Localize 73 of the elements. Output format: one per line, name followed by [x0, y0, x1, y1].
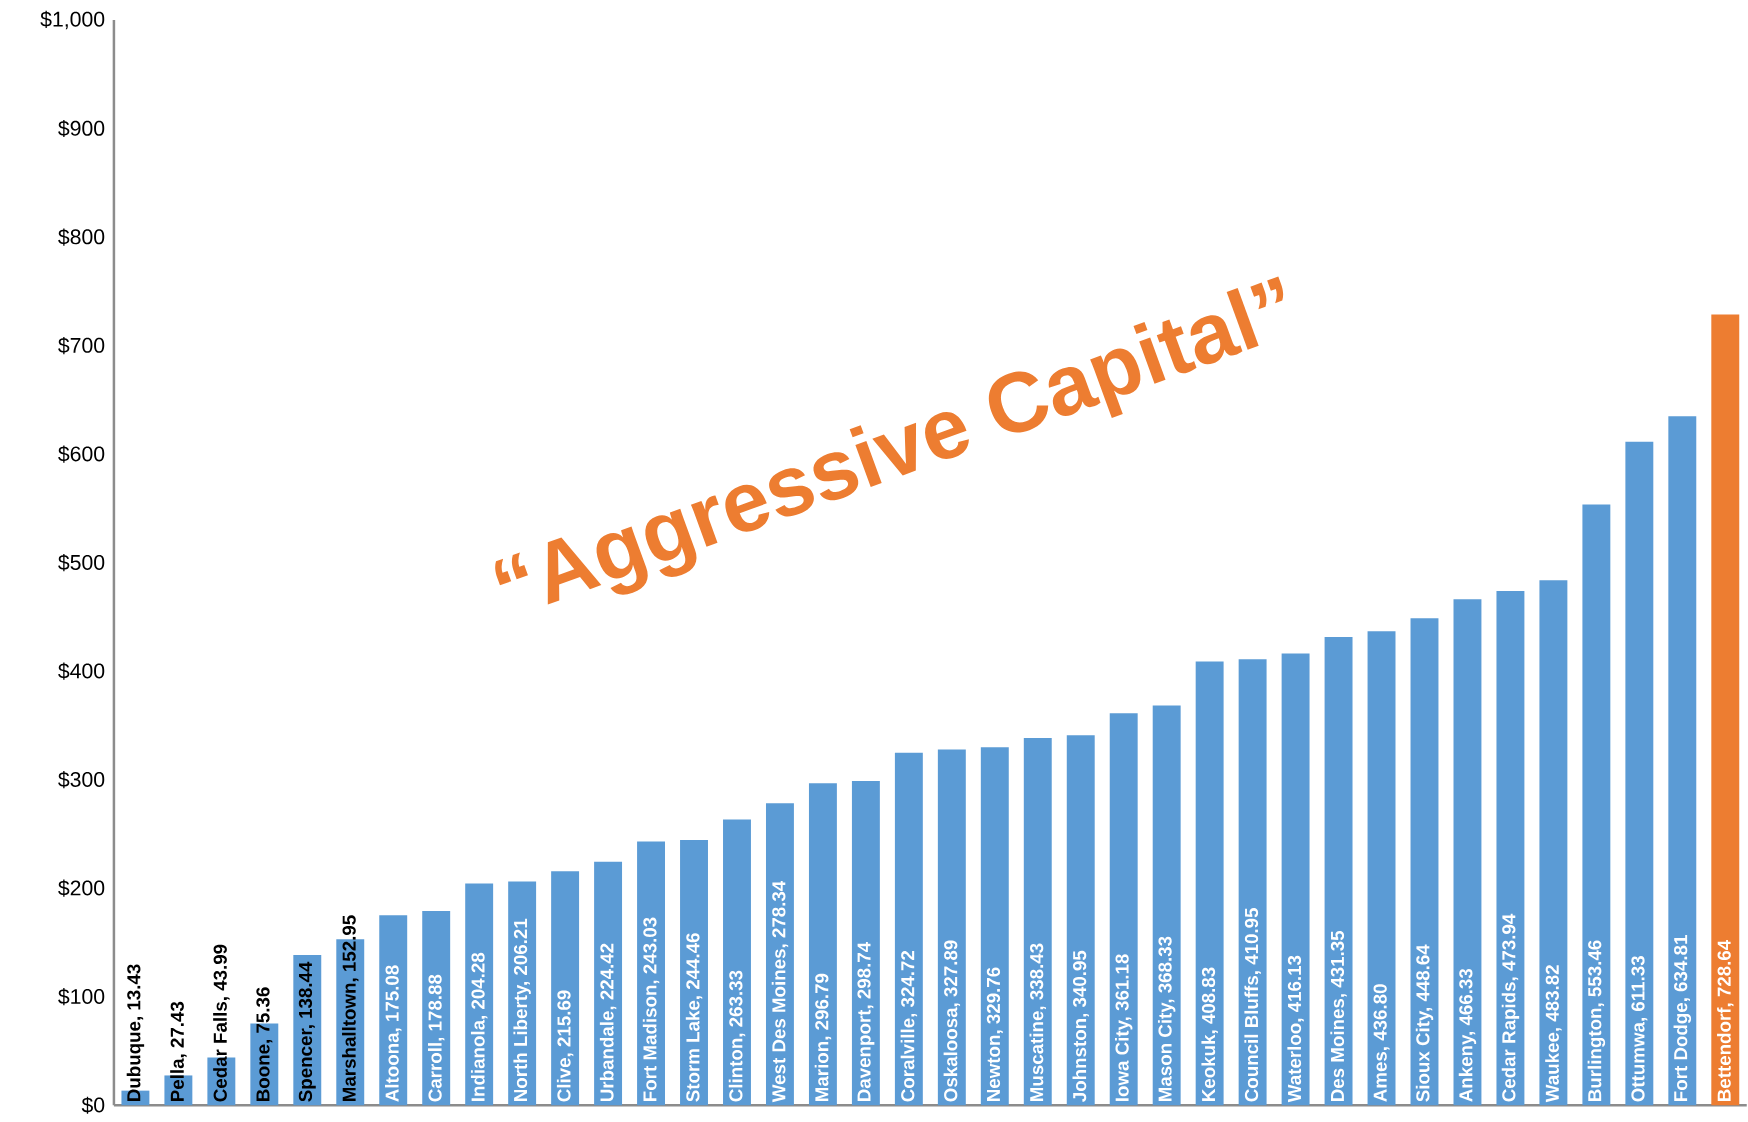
bar [1625, 441, 1654, 1106]
bar [1324, 637, 1353, 1106]
y-tick-label: $900 [58, 119, 105, 138]
data-label: Muscatine, 338.43 [1029, 943, 1047, 1101]
bar [1711, 314, 1740, 1106]
y-tick-label: $800 [58, 228, 105, 246]
data-label: Keokuk, 408.83 [1201, 967, 1218, 1101]
data-label: Ankeny, 466.33 [1458, 968, 1477, 1102]
y-tick-label: $0 [81, 1096, 105, 1114]
data-label: Coralville, 324.72 [900, 950, 918, 1102]
data-label: Davenport, 298.74 [857, 941, 875, 1101]
bar [980, 747, 1009, 1106]
data-label: Marion, 296.79 [814, 973, 832, 1101]
y-tick-label: $600 [58, 445, 105, 463]
bar [1453, 599, 1482, 1106]
data-label: Clinton, 263.33 [728, 970, 746, 1102]
data-label: West Des Moines, 278.34 [771, 880, 789, 1103]
data-label: Oskaloosa, 327.89 [943, 940, 961, 1102]
data-label: Clive, 215.69 [556, 990, 574, 1102]
bar [851, 780, 880, 1106]
data-label: Cedar Rapids, 473.94 [1501, 913, 1520, 1102]
bar [1066, 735, 1095, 1106]
y-tick-label: $500 [58, 553, 105, 572]
y-tick-label: $300 [58, 771, 105, 789]
data-label: Indianola, 204.28 [470, 952, 488, 1101]
data-label: Cedar Falls, 43.99 [213, 944, 230, 1102]
data-label: Boone, 75.36 [256, 987, 273, 1101]
data-label: Dubuque, 13.43 [126, 964, 145, 1101]
bar [808, 783, 837, 1106]
data-label: Urbandale, 224.42 [599, 943, 617, 1102]
data-label: Waterloo, 416.13 [1287, 955, 1304, 1103]
data-label: Newton, 329.76 [986, 967, 1003, 1101]
data-label: Waukee, 483.82 [1545, 965, 1562, 1103]
data-label: Ottumwa, 611.33 [1631, 955, 1648, 1102]
data-label: Storm Lake, 244.46 [685, 933, 703, 1102]
data-label: North Liberty, 206.21 [513, 918, 531, 1101]
data-label: Sioux City, 448.64 [1415, 944, 1434, 1102]
bar [894, 752, 923, 1106]
data-label: Burlington, 553.46 [1587, 940, 1606, 1101]
bar [1152, 705, 1181, 1106]
bar [1109, 713, 1138, 1106]
bar [1410, 618, 1439, 1106]
bar [937, 749, 966, 1106]
bar [1195, 661, 1224, 1106]
bar [1281, 653, 1310, 1106]
data-label: Des Moines, 431.35 [1330, 930, 1347, 1101]
data-label: Mason City, 368.33 [1157, 936, 1176, 1101]
y-tick-label: $100 [58, 988, 105, 1006]
y-tick-label: $200 [58, 879, 105, 897]
data-label: Fort Dodge, 634.81 [1673, 935, 1692, 1101]
data-label: Altoona, 175.08 [385, 965, 402, 1102]
data-label: Johnston, 340.95 [1072, 950, 1089, 1102]
bar [723, 819, 751, 1106]
data-label: Marshalltown, 152.95 [342, 915, 359, 1101]
bar [1668, 416, 1697, 1106]
data-label: Bettendorf, 728.64 [1717, 939, 1734, 1101]
data-label: Fort Madison, 243.03 [642, 917, 660, 1101]
bar [1367, 631, 1396, 1106]
y-tick-label: $400 [58, 662, 105, 680]
y-tick-label: $1,000 [40, 10, 105, 30]
data-label: Carroll, 178.88 [427, 974, 445, 1102]
data-label: Council Bluffs, 410.95 [1244, 907, 1261, 1102]
bar [1539, 580, 1568, 1106]
y-tick-label: $700 [58, 336, 105, 355]
bar [1238, 659, 1267, 1106]
bar [1582, 504, 1611, 1106]
bar [1496, 590, 1525, 1106]
bar [551, 871, 580, 1106]
data-label: Spencer, 138.44 [298, 961, 316, 1102]
bar [1023, 737, 1052, 1106]
data-label: Iowa City, 361.18 [1115, 954, 1133, 1101]
data-label: Pella, 27.43 [170, 1001, 187, 1101]
data-label: Ames, 436.80 [1373, 984, 1390, 1102]
